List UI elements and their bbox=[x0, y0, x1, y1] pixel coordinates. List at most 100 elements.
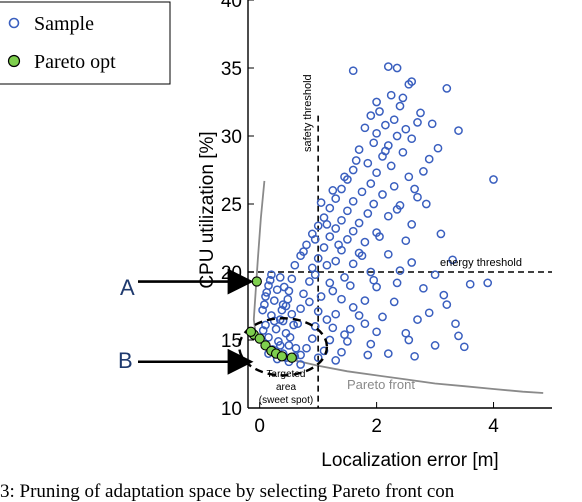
sample-point bbox=[348, 303, 358, 312]
sweet-spot-label-line-1: Targeted bbox=[267, 369, 306, 380]
figure-caption: 3: Pruning of adaptation space by select… bbox=[0, 481, 455, 502]
sample-point bbox=[421, 199, 431, 209]
sample-point bbox=[305, 297, 314, 307]
sample-point bbox=[284, 341, 294, 350]
sample-point bbox=[348, 259, 358, 269]
sample-point bbox=[419, 167, 428, 176]
sample-point bbox=[372, 327, 381, 337]
sample-point bbox=[366, 111, 376, 120]
sample-point bbox=[407, 220, 417, 229]
legend-box bbox=[0, 1, 171, 85]
sample-point bbox=[281, 328, 291, 338]
sample-point bbox=[424, 154, 434, 164]
x-tick-label: 2 bbox=[371, 416, 382, 437]
sample-point bbox=[279, 282, 289, 292]
sample-point bbox=[305, 277, 314, 286]
sample-point bbox=[316, 198, 326, 207]
sample-point bbox=[413, 192, 422, 202]
pareto-opt-point bbox=[251, 276, 262, 287]
sample-point bbox=[287, 309, 297, 319]
sample-point bbox=[419, 283, 428, 293]
sample-point bbox=[275, 315, 285, 324]
sample-point bbox=[395, 266, 405, 275]
sample-point bbox=[277, 305, 287, 315]
legend-sample-label: Sample bbox=[34, 13, 94, 35]
sample-point bbox=[375, 232, 384, 241]
sample-point bbox=[360, 319, 370, 329]
sample-point bbox=[404, 79, 414, 89]
sample-point bbox=[313, 221, 323, 231]
sample-point bbox=[354, 311, 364, 320]
pareto-opt-point bbox=[276, 351, 288, 362]
sweet-spot-ellipse bbox=[238, 317, 329, 377]
sample-point bbox=[378, 312, 387, 322]
x-axis-label: Localization error [m] bbox=[321, 450, 498, 471]
sample-point bbox=[383, 211, 393, 221]
sample-point bbox=[363, 158, 373, 168]
callout-a-label: A bbox=[120, 275, 135, 300]
sample-point bbox=[310, 235, 320, 244]
pareto-opt-point bbox=[245, 326, 257, 337]
sample-point bbox=[351, 156, 361, 165]
sample-point bbox=[413, 118, 422, 127]
sample-point bbox=[258, 305, 267, 315]
sample-point bbox=[313, 254, 323, 263]
sample-point bbox=[278, 300, 288, 309]
x-tick-label: 0 bbox=[254, 416, 265, 437]
sample-point bbox=[290, 260, 300, 270]
y-tick-label: 30 bbox=[221, 127, 242, 148]
sample-point bbox=[407, 258, 417, 267]
sample-point bbox=[442, 300, 452, 309]
sample-point bbox=[448, 255, 457, 265]
sample-point bbox=[343, 235, 352, 244]
sample-point bbox=[348, 165, 358, 175]
y-tick-label: 10 bbox=[221, 399, 242, 420]
sample-point bbox=[348, 66, 358, 76]
sample-point bbox=[369, 199, 379, 209]
sample-point bbox=[369, 275, 379, 285]
sample-point bbox=[343, 206, 352, 216]
sample-point bbox=[328, 186, 338, 195]
sample-point bbox=[363, 209, 373, 218]
sample-point bbox=[345, 281, 355, 290]
sample-point bbox=[381, 120, 390, 130]
sample-point bbox=[285, 332, 295, 342]
sample-point bbox=[302, 343, 311, 353]
sample-point bbox=[389, 181, 399, 191]
sample-point bbox=[392, 63, 402, 73]
sample-point bbox=[378, 190, 387, 199]
sample-point bbox=[269, 316, 279, 326]
sample-point bbox=[459, 342, 469, 352]
sample-point bbox=[275, 273, 285, 282]
sample-point bbox=[354, 145, 364, 154]
sample-point bbox=[337, 184, 346, 194]
sample-point bbox=[383, 349, 393, 358]
sample-point bbox=[372, 97, 381, 107]
legend: Sample Pareto opt bbox=[0, 1, 171, 85]
sample-point bbox=[360, 237, 370, 247]
pareto-opt-point bbox=[254, 333, 265, 344]
sample-point bbox=[328, 323, 338, 333]
sample-point bbox=[386, 161, 396, 171]
y-tick-label: 15 bbox=[221, 331, 242, 352]
sample-point bbox=[302, 240, 311, 250]
sample-point bbox=[401, 236, 411, 246]
sample-point bbox=[372, 128, 381, 138]
sample-point bbox=[267, 270, 276, 280]
sample-point bbox=[331, 309, 341, 319]
sample-point bbox=[325, 203, 335, 213]
sample-point bbox=[398, 93, 408, 103]
sample-point bbox=[296, 350, 305, 360]
sample-point bbox=[325, 278, 335, 288]
sample-point bbox=[383, 249, 393, 259]
sample-point bbox=[316, 292, 326, 301]
sample-point bbox=[289, 320, 298, 330]
sweet-spot-label-line-2: area bbox=[276, 382, 296, 393]
callout-b-label: B bbox=[118, 348, 133, 373]
sample-point bbox=[299, 247, 308, 256]
sample-point bbox=[328, 286, 338, 296]
sample-point bbox=[436, 229, 446, 239]
sample-point bbox=[366, 267, 376, 277]
sample-point bbox=[261, 292, 270, 301]
sample-point bbox=[389, 115, 399, 125]
